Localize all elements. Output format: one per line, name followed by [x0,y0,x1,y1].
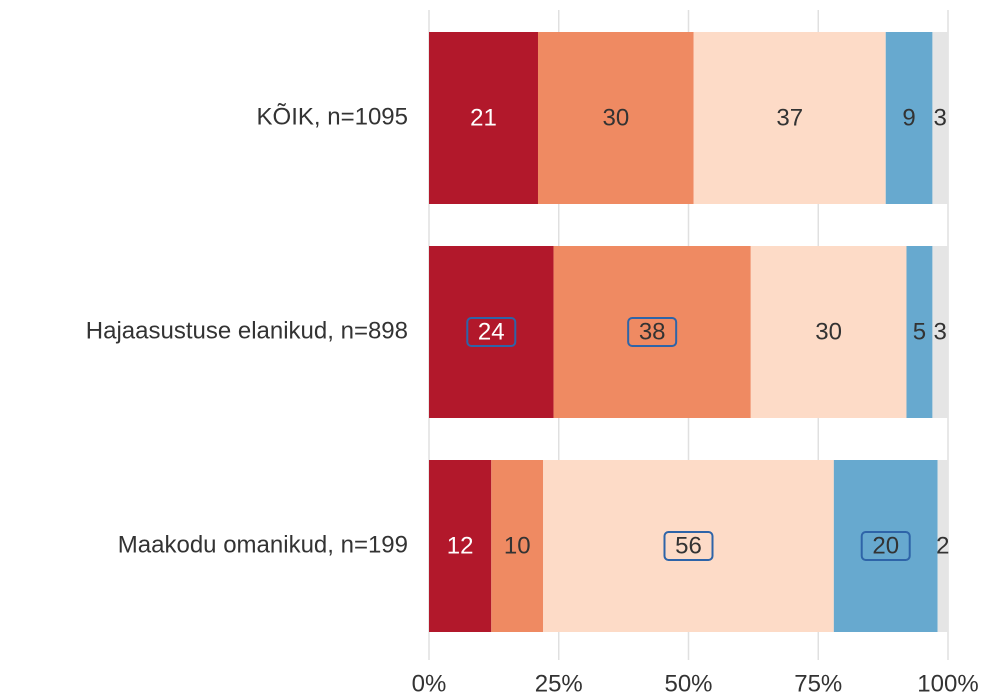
bar-segment [937,460,948,632]
value-label: 12 [447,532,474,559]
bar-segment [543,460,834,632]
bar-segment [932,32,948,204]
value-label: 9 [902,104,915,131]
bar-segment [429,246,554,418]
highlight-box [663,531,714,561]
bar-segment [537,32,694,204]
value-label: 3 [934,318,947,345]
bar-segment [906,246,933,418]
bar-segment [429,32,538,204]
x-tick-label: 25% [535,670,583,696]
value-label: 10 [504,532,531,559]
value-label: 3 [934,104,947,131]
bar-segment [429,460,492,632]
category-label: Maakodu omanikud, n=199 [118,531,408,558]
x-tick-label: 75% [794,670,842,696]
value-label: 20 [872,532,899,559]
highlight-box [860,531,911,561]
category-label: Hajaasustuse elanikud, n=898 [86,317,408,344]
bar-segment [693,32,886,204]
value-label: 24 [478,318,505,345]
value-label: 21 [470,104,497,131]
x-tick-label: 100% [917,670,978,696]
value-label: 2 [936,532,949,559]
bar-segment [932,246,948,418]
value-label: 30 [602,104,629,131]
value-label: 30 [815,318,842,345]
bar-segment [833,460,938,632]
value-label: 56 [675,532,702,559]
bar-segment [553,246,751,418]
value-label: 38 [639,318,666,345]
bar-segment [491,460,544,632]
value-label: 37 [776,104,803,131]
value-label: 5 [913,318,926,345]
x-tick-label: 50% [664,670,712,696]
bar-segment [750,246,907,418]
highlight-box [627,317,678,347]
highlight-box [466,317,517,347]
bar-segment [885,32,933,204]
category-label: KÕIK, n=1095 [257,102,408,130]
x-tick-label: 0% [412,670,447,696]
